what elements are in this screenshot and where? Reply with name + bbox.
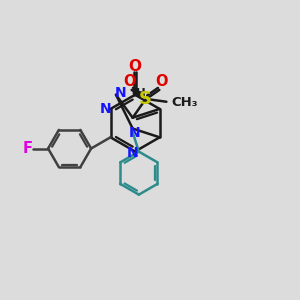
Text: O: O [129,59,142,74]
Text: O: O [155,74,167,89]
Text: N: N [128,126,140,140]
Text: N: N [100,102,112,116]
Text: N: N [115,86,126,100]
Text: -H: -H [131,87,146,100]
Text: CH₃: CH₃ [171,96,197,109]
Text: S: S [139,90,152,108]
Text: F: F [23,141,33,156]
Text: N: N [126,146,138,160]
Text: O: O [124,74,136,89]
